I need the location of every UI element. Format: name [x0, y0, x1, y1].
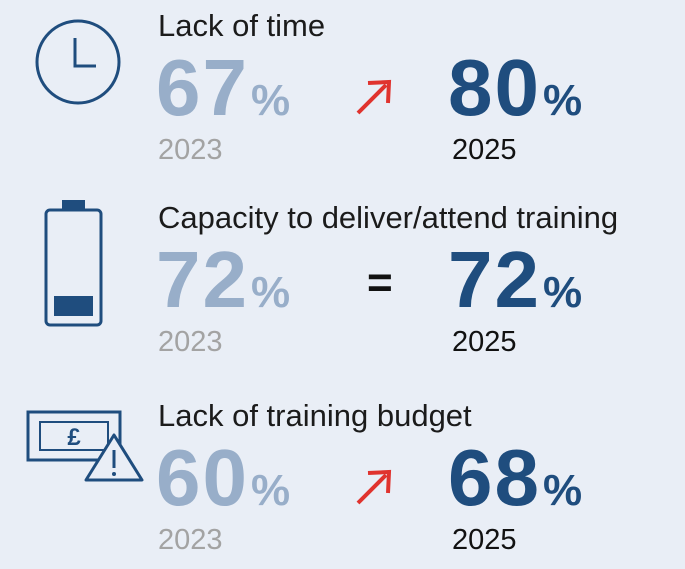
- year: 2023: [158, 326, 223, 358]
- up-arrow: [356, 79, 392, 115]
- unit: %: [250, 76, 291, 125]
- barrier-row: Lack of time 67% 80% 2023 2025: [0, 0, 685, 190]
- barrier-label: Lack of training budget: [158, 398, 472, 433]
- value-2025: 80%: [448, 48, 582, 128]
- unit: %: [542, 466, 583, 515]
- number: 68: [448, 433, 541, 522]
- barrier-row: £ Lack of training budget 60% 68% 2023 2…: [0, 390, 685, 569]
- year: 2023: [158, 134, 223, 166]
- unit: %: [542, 268, 583, 317]
- year: 2025: [452, 524, 517, 556]
- unit: %: [542, 76, 583, 125]
- value-2023: 72%: [156, 240, 290, 320]
- year: 2023: [158, 524, 223, 556]
- number: 72: [448, 235, 541, 324]
- number: 80: [448, 43, 541, 132]
- budget-icon: £: [26, 410, 144, 482]
- barrier-label: Capacity to deliver/attend training: [158, 200, 619, 235]
- number: 60: [156, 433, 249, 522]
- barrier-row: Capacity to deliver/attend training = 72…: [0, 192, 685, 382]
- equal-sign: =: [367, 258, 393, 307]
- up-arrow: [356, 469, 392, 505]
- battery-icon: [44, 200, 103, 327]
- value-2023: 67%: [156, 48, 290, 128]
- number: 67: [156, 43, 249, 132]
- value-2025: 72%: [448, 240, 582, 320]
- svg-text:£: £: [67, 424, 81, 451]
- unit: %: [250, 268, 291, 317]
- year: 2025: [452, 134, 517, 166]
- unit: %: [250, 466, 291, 515]
- value-2023: 60%: [156, 438, 290, 518]
- number: 72: [156, 235, 249, 324]
- clock-icon: [35, 19, 121, 105]
- value-2025: 68%: [448, 438, 582, 518]
- year: 2025: [452, 326, 517, 358]
- barrier-label: Lack of time: [158, 8, 326, 43]
